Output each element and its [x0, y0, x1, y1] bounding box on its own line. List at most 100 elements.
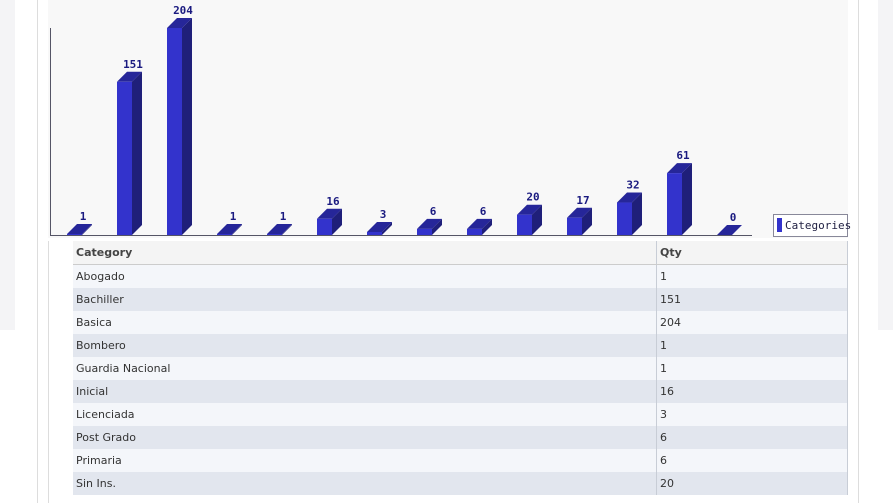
value-label: 20: [526, 191, 539, 204]
header-row: Category Qty: [73, 241, 848, 265]
bar-front: [367, 231, 382, 235]
bar-top: [617, 192, 642, 203]
value-label: 6: [430, 205, 437, 218]
bar: [67, 223, 92, 235]
bar-side: [532, 204, 542, 235]
value-label: 151: [123, 58, 143, 71]
table-cell: 1: [656, 334, 848, 357]
bar-side: [632, 192, 642, 235]
bar: [417, 218, 442, 235]
bar-side: [182, 18, 192, 235]
table-cell: 1: [656, 264, 848, 288]
table-gutter: [48, 241, 74, 503]
table-cell: Inicial: [73, 380, 657, 403]
bar: [317, 208, 342, 235]
value-label: 3: [380, 208, 387, 221]
bar-top: [717, 225, 742, 235]
table-cell: 16: [656, 380, 848, 403]
table-row: Inicial 16: [73, 380, 848, 403]
side-bar: [878, 0, 893, 330]
bar-front: [467, 228, 482, 235]
value-label: 6: [480, 205, 487, 218]
value-label: 0: [730, 211, 737, 224]
bar-side: [682, 163, 692, 235]
bar: [467, 218, 492, 235]
bar-front: [567, 217, 582, 235]
value-label: 32: [626, 179, 639, 192]
bar: [517, 204, 542, 235]
table-cell: 6: [656, 449, 848, 472]
bar: [217, 223, 242, 235]
table-cell: 20: [656, 472, 848, 495]
bar: [167, 18, 192, 235]
legend-swatch: [777, 218, 782, 232]
table-cell: Abogado: [73, 264, 657, 288]
table-row: Bachiller 151: [73, 288, 848, 311]
bar: [717, 225, 742, 235]
table-cell: 3: [656, 403, 848, 426]
table-cell: Guardia Nacional: [73, 357, 657, 380]
bar-top: [67, 223, 92, 234]
value-label: 1: [230, 210, 237, 223]
bar-front: [417, 228, 432, 235]
bar-top: [417, 218, 442, 229]
value-label: 204: [173, 4, 193, 17]
bar-top: [167, 18, 192, 28]
bar-front: [517, 214, 532, 235]
bar-top: [667, 163, 692, 174]
panel: [37, 0, 859, 503]
bar-side: [582, 207, 592, 235]
table-row: Licenciada 3: [73, 403, 848, 426]
table-cell: 1: [656, 357, 848, 380]
bar: [267, 223, 292, 235]
bar-top: [217, 223, 242, 234]
column-header: Category: [73, 241, 657, 265]
table-cell: Bachiller: [73, 288, 657, 311]
table-cell: Sin Ins.: [73, 472, 657, 495]
bar: [367, 221, 392, 235]
table-row: Basica 204: [73, 311, 848, 334]
bar: [667, 163, 692, 235]
bar: [567, 207, 592, 235]
bar-side: [82, 223, 92, 235]
bar-top: [567, 207, 592, 218]
bar-front: [617, 202, 632, 235]
bar-front: [167, 28, 182, 235]
table-cell: Post Grado: [73, 426, 657, 449]
bar-front: [667, 173, 682, 235]
bar-front: [267, 233, 282, 235]
bar-top: [467, 218, 492, 229]
value-label: 16: [326, 195, 340, 208]
bar-side: [382, 221, 392, 235]
bar-front: [67, 233, 82, 235]
bar-side: [482, 218, 492, 235]
value-label: 1: [280, 210, 287, 223]
value-label: 61: [676, 149, 690, 162]
bar: [617, 192, 642, 235]
bar-top: [517, 204, 542, 215]
legend-box: [773, 214, 848, 237]
table-cell: 204: [656, 311, 848, 334]
bar: [117, 71, 142, 235]
bar-top: [317, 208, 342, 219]
bar-side: [432, 218, 442, 235]
table-row: Bombero 1: [73, 334, 848, 357]
bar-front: [117, 81, 132, 235]
bar-front: [317, 218, 332, 235]
table-row: Abogado 1: [73, 264, 848, 288]
bar-side: [332, 208, 342, 235]
table-row: Post Grado 6: [73, 426, 848, 449]
table-cell: Bombero: [73, 334, 657, 357]
bar-front: [217, 233, 232, 235]
table-cell: 151: [656, 288, 848, 311]
bar-top: [117, 71, 142, 82]
column-header: Qty: [656, 241, 848, 265]
bar-top: [367, 221, 392, 232]
chart: 1 151 204 1 1 16 3 6 6 20 17 32 61 0 Categories: [48, 0, 851, 238]
side-bar: [0, 0, 15, 330]
table-cell: Basica: [73, 311, 657, 334]
bar-top: [267, 223, 292, 234]
table-row: Primaria 6: [73, 449, 848, 472]
table-row: Guardia Nacional 1: [73, 357, 848, 380]
